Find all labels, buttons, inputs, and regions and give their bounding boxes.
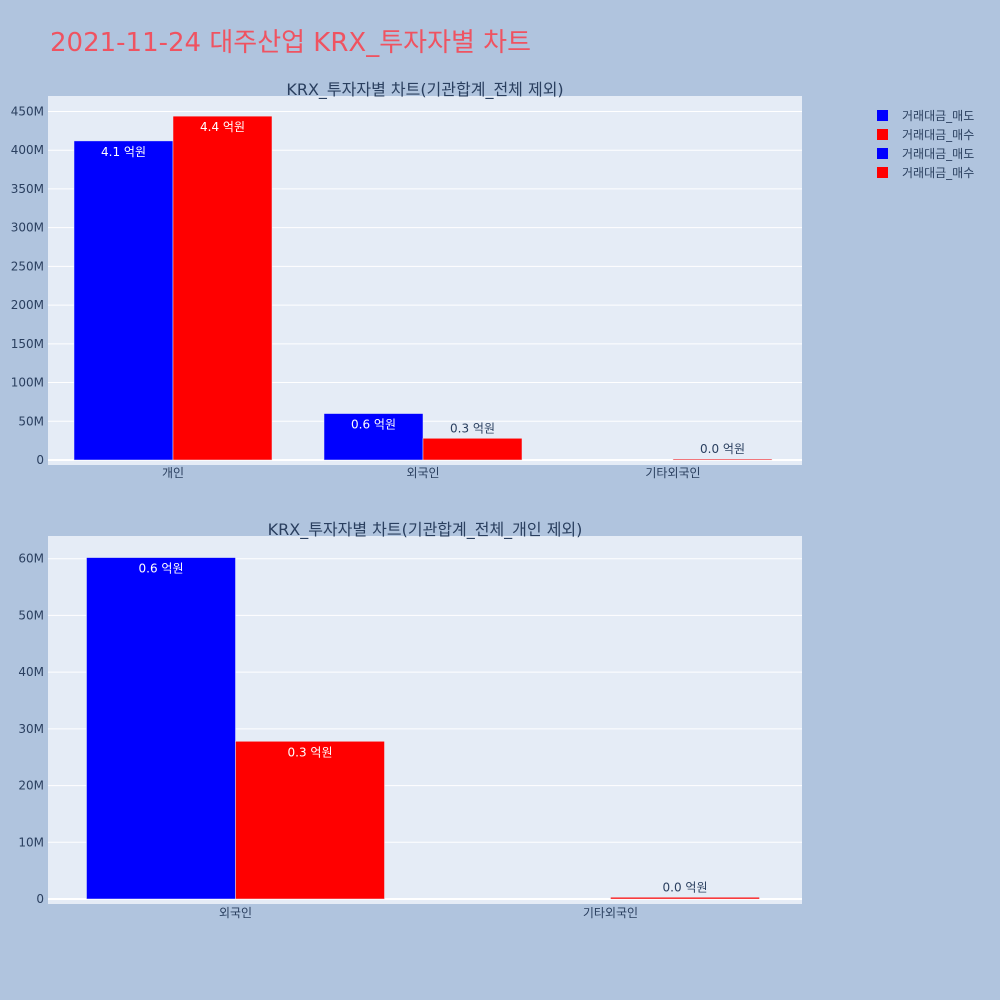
- bar: [172, 115, 273, 461]
- y-tick-label: 0: [36, 892, 44, 906]
- y-tick-label: 350M: [11, 182, 44, 196]
- y-tick-label: 50M: [18, 608, 44, 622]
- y-tick-label: 300M: [11, 221, 44, 235]
- data-label: 0.3 억원: [288, 745, 333, 759]
- y-tick-label: 200M: [11, 298, 44, 312]
- x-tick-label: 외국인: [406, 466, 439, 480]
- y-tick-label: 100M: [11, 376, 44, 390]
- data-label: 4.1 억원: [101, 145, 146, 159]
- x-tick-label: 기타외국인: [645, 466, 700, 480]
- bar: [86, 557, 236, 900]
- data-label: 0.3 억원: [450, 421, 495, 435]
- chart-title: KRX_투자자별 차트(기관합계_전체 제외): [286, 80, 563, 100]
- y-tick-label: 0: [36, 453, 44, 467]
- legend-swatch: [877, 110, 888, 121]
- bar: [235, 741, 385, 900]
- bar: [73, 140, 174, 461]
- chart-title: KRX_투자자별 차트(기관합계_전체_개인 제외): [268, 520, 583, 540]
- x-tick-label: 외국인: [219, 906, 252, 920]
- x-tick-label: 기타외국인: [583, 906, 638, 920]
- bar: [323, 413, 424, 461]
- legend-swatch: [877, 167, 888, 178]
- data-label: 0.6 억원: [351, 418, 396, 432]
- y-tick-label: 450M: [11, 104, 44, 118]
- legend-label: 거래대금_매도: [902, 147, 974, 161]
- y-tick-label: 10M: [18, 835, 44, 849]
- y-tick-label: 50M: [18, 414, 44, 428]
- page-title: 2021-11-24 대주산업 KRX_투자자별 차트: [50, 28, 532, 58]
- y-tick-label: 60M: [18, 552, 44, 566]
- bar: [672, 458, 773, 461]
- legend-label: 거래대금_매수: [902, 166, 974, 180]
- y-tick-label: 150M: [11, 337, 44, 351]
- legend-label: 거래대금_매수: [902, 128, 974, 142]
- legend-label: 거래대금_매도: [902, 109, 974, 123]
- y-tick-label: 20M: [18, 779, 44, 793]
- data-label: 0.0 억원: [663, 880, 708, 894]
- y-tick-label: 40M: [18, 665, 44, 679]
- data-label: 0.0 억원: [700, 442, 745, 456]
- y-tick-label: 400M: [11, 143, 44, 157]
- legend-swatch: [877, 148, 888, 159]
- legend-swatch: [877, 129, 888, 140]
- data-label: 0.6 억원: [139, 562, 184, 576]
- x-tick-label: 개인: [162, 466, 184, 480]
- bar: [610, 897, 760, 900]
- y-tick-label: 250M: [11, 259, 44, 273]
- data-label: 4.4 억원: [200, 120, 245, 134]
- bar: [422, 438, 523, 461]
- y-tick-label: 30M: [18, 722, 44, 736]
